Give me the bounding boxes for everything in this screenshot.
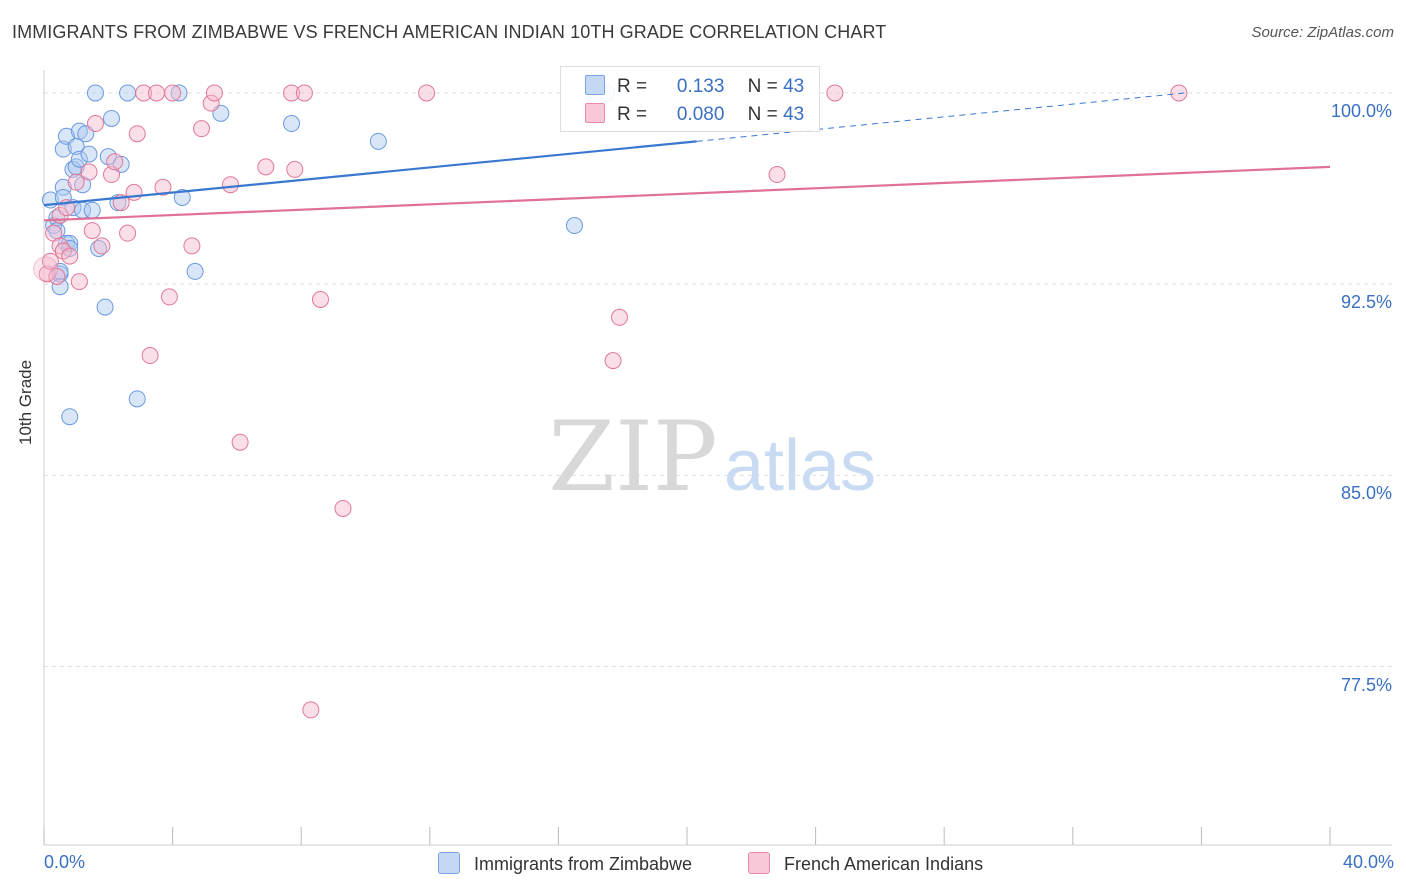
- data-point: [96, 298, 114, 316]
- y-axis-label: 10th Grade: [16, 359, 35, 445]
- x-tick-label-min: 0.0%: [44, 852, 86, 872]
- data-point: [164, 84, 182, 102]
- data-point: [311, 290, 329, 308]
- legend-n-value-zimbabwe: 43: [783, 76, 805, 97]
- data-point: [173, 188, 191, 206]
- legend-swatch-zimbabwe: [585, 75, 605, 95]
- data-point: [93, 237, 111, 255]
- data-point: [128, 125, 146, 143]
- data-point: [283, 115, 301, 133]
- data-point: [86, 115, 104, 133]
- data-point: [103, 166, 121, 184]
- data-point: [83, 222, 101, 240]
- legend-row-french-american-indian: R = 0.080 N = 43: [585, 103, 804, 126]
- data-point: [80, 145, 98, 163]
- data-point: [565, 217, 583, 235]
- data-point: [283, 84, 301, 102]
- trend-lines: [43, 92, 1331, 222]
- data-point: [51, 278, 69, 296]
- series-french-american-indian-points: [33, 84, 1188, 719]
- data-point: [186, 262, 204, 280]
- legend-r-label: R =: [617, 76, 648, 97]
- data-point: [193, 120, 211, 138]
- data-point: [135, 84, 153, 102]
- data-point: [54, 140, 72, 158]
- y-tick-label: 85.0%: [1340, 483, 1392, 504]
- data-point: [334, 499, 352, 517]
- bottom-legend-label-zimbabwe: Immigrants from Zimbabwe: [474, 854, 693, 874]
- data-point: [1170, 84, 1188, 102]
- bottom-legend-swatch-french-american-indian: [748, 852, 770, 874]
- watermark-atlas: atlas: [724, 426, 876, 506]
- data-point: [38, 265, 56, 283]
- data-point: [61, 247, 79, 265]
- trend-line-zimbabwe-extension: [696, 92, 1186, 142]
- data-point: [54, 178, 72, 196]
- data-point: [768, 166, 786, 184]
- bottom-legend-label-french-american-indian: French American Indians: [784, 854, 984, 874]
- data-point: [610, 308, 628, 326]
- axes: [43, 70, 1392, 846]
- watermark-zip: ZIP: [548, 401, 717, 513]
- series-zimbabwe-points: [41, 84, 616, 426]
- data-point: [119, 224, 137, 242]
- data-point: [295, 84, 313, 102]
- data-point: [41, 252, 59, 270]
- data-point: [80, 163, 98, 181]
- data-point: [231, 433, 249, 451]
- legend-n-label: N =: [747, 104, 778, 125]
- legend-r-value-zimbabwe: 0.133: [676, 76, 725, 97]
- data-point: [221, 176, 239, 194]
- data-point: [83, 201, 101, 219]
- data-point: [170, 84, 188, 102]
- legend-r-label: R =: [617, 104, 648, 125]
- x-tick-label-max: 40.0%: [1342, 852, 1394, 872]
- legend-row-zimbabwe: R = 0.133 N = 43: [585, 75, 804, 98]
- bottom-legend-zimbabwe: Immigrants from Zimbabwe: [438, 852, 692, 875]
- data-point: [202, 94, 220, 112]
- data-point: [148, 84, 166, 102]
- data-point: [103, 109, 121, 127]
- data-point: [48, 267, 66, 285]
- data-point: [70, 273, 88, 291]
- data-point: [369, 132, 387, 150]
- y-tick-label: 92.5%: [1340, 292, 1392, 313]
- data-point: [141, 347, 159, 365]
- bottom-legend-french-american-indian: French American Indians: [748, 852, 983, 875]
- data-point: [61, 408, 79, 426]
- data-point: [257, 158, 275, 176]
- watermark: ZIP atlas: [548, 401, 876, 513]
- trend-line-french-american-indian: [43, 165, 1331, 222]
- data-point: [90, 239, 108, 257]
- bottom-legend-swatch-zimbabwe: [438, 852, 460, 874]
- data-point: [86, 84, 104, 102]
- data-point: [302, 701, 320, 719]
- gridlines: [44, 92, 1392, 668]
- legend-swatch-french-american-indian: [585, 103, 605, 123]
- data-point: [119, 84, 137, 102]
- data-point: [826, 84, 844, 102]
- data-point: [183, 237, 201, 255]
- data-point: [418, 84, 436, 102]
- legend-n-value-french-american-indian: 43: [783, 104, 805, 125]
- data-point: [106, 153, 124, 171]
- chart-source: Source: ZipAtlas.com: [1251, 24, 1394, 41]
- data-point: [286, 160, 304, 178]
- legend-r-value-french-american-indian: 0.080: [676, 104, 725, 125]
- data-point: [160, 288, 178, 306]
- data-point: [67, 173, 85, 191]
- data-point-cluster: [33, 256, 59, 282]
- data-point: [128, 390, 146, 408]
- data-point: [70, 150, 88, 168]
- correlation-legend: R = 0.133 N = 43 R = 0.080 N = 43: [560, 66, 820, 132]
- data-point: [205, 84, 223, 102]
- y-tick-label: 77.5%: [1340, 674, 1392, 695]
- legend-n-label: N =: [747, 76, 778, 97]
- y-tick-label: 100.0%: [1330, 100, 1392, 121]
- trend-line-zimbabwe: [43, 140, 697, 207]
- chart-title: IMMIGRANTS FROM ZIMBABWE VS FRENCH AMERI…: [12, 22, 887, 42]
- data-point: [604, 352, 622, 370]
- data-point: [154, 178, 172, 196]
